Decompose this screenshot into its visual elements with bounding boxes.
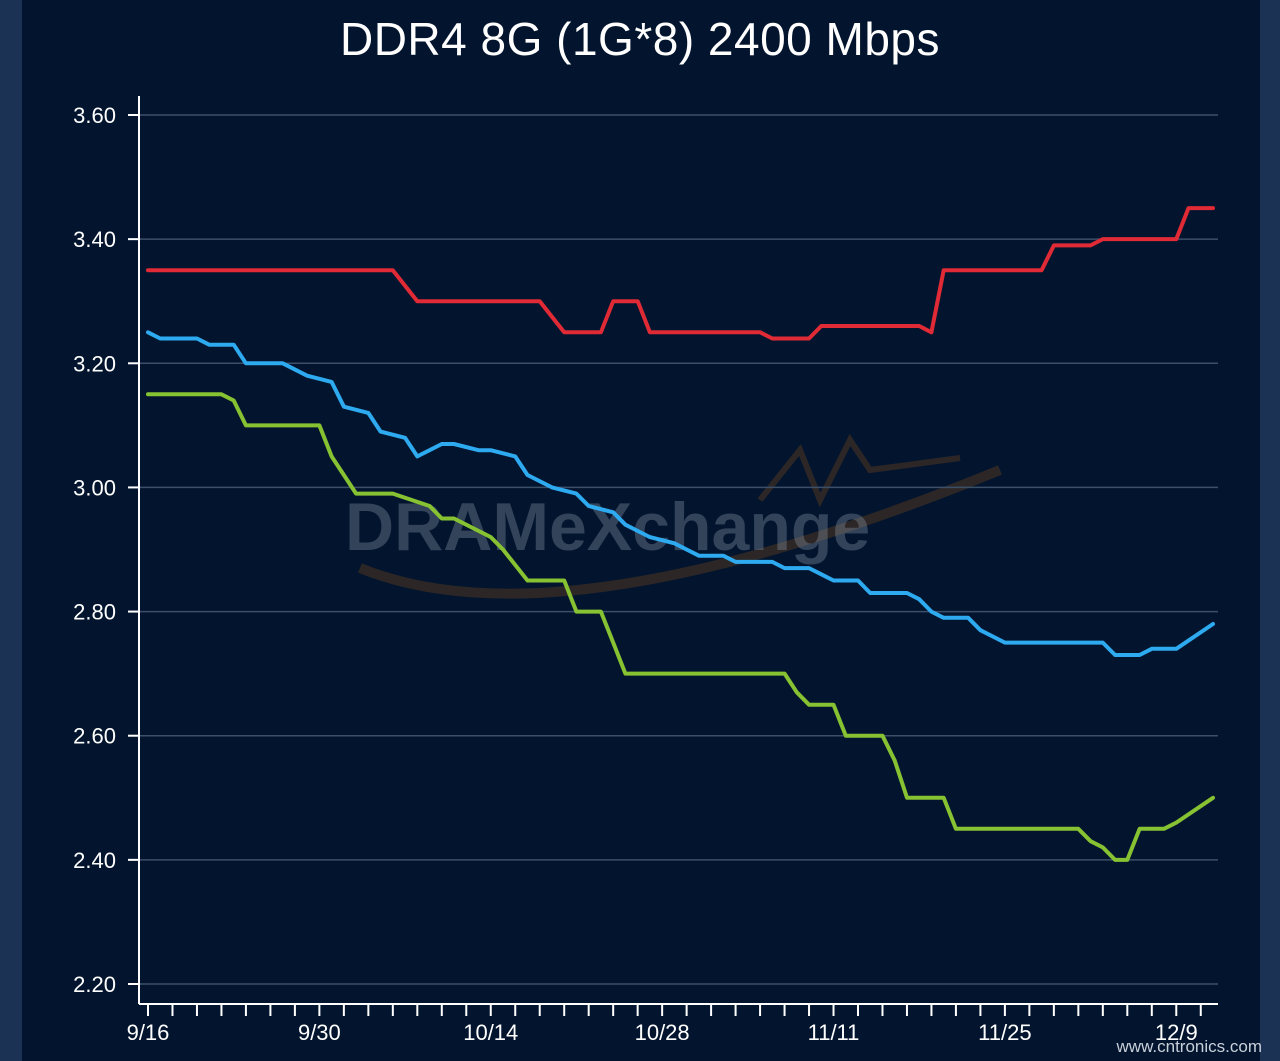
y-tick-label: 2.60 [73, 724, 116, 749]
y-tick-label: 3.40 [73, 227, 116, 252]
x-tick-label: 10/28 [635, 1020, 690, 1045]
x-tick-label: 11/11 [808, 1020, 860, 1045]
y-tick-label: 3.00 [73, 475, 116, 500]
watermark: DRAMeXchange [345, 434, 1002, 599]
axes: 2.20 2.40 2.60 2.80 3.00 3.20 3.40 3.60 9/16 9/30… [73, 96, 1218, 1045]
series-line-low [146, 392, 1215, 862]
chart-title: DDR4 8G (1G*8) 2400 Mbps [339, 13, 941, 65]
source-site-text: www.cntronics.com [1116, 1037, 1262, 1056]
series-line-high [146, 206, 1215, 341]
x-tick-label: 9/30 [298, 1020, 341, 1045]
x-tick-label: 12/9 [1155, 1020, 1198, 1045]
x-tick-label: 10/14 [463, 1020, 518, 1045]
x-tick-label: 9/16 [127, 1020, 170, 1045]
x-tick-label: 11/25 [978, 1020, 1031, 1045]
grid [139, 114, 1218, 985]
y-tick-label: 2.80 [73, 600, 116, 625]
y-tick-label: 3.20 [73, 351, 116, 376]
watermark-text: DRAMeXchange [345, 489, 870, 565]
series-layer [146, 206, 1215, 862]
y-tick-label: 2.20 [73, 972, 116, 997]
y-tick-label: 3.60 [73, 103, 116, 128]
y-tick-label: 2.40 [73, 848, 116, 873]
series-line-average [146, 330, 1215, 657]
